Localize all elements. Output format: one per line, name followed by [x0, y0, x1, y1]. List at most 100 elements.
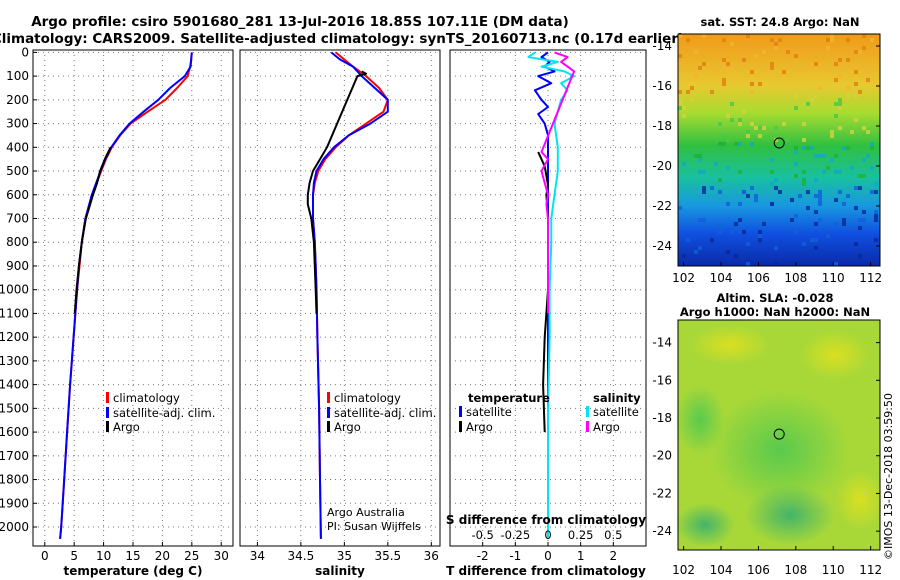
sst-pixel	[838, 126, 842, 130]
map-y-tick-label: -16	[652, 79, 672, 93]
sst-pixel	[722, 78, 726, 82]
sst-pixel	[842, 202, 846, 206]
sst-pixel	[750, 142, 754, 146]
sst-pixel	[754, 194, 758, 198]
sst-pixel	[838, 102, 842, 106]
sst-pixel	[770, 66, 774, 70]
sst-pixel	[734, 142, 738, 146]
sst-pixel	[794, 106, 798, 110]
temperature-panel: 0100200300400500600700800900100011001200…	[0, 45, 234, 578]
sst-pixel	[814, 154, 818, 158]
credit-line1: Argo Australia	[327, 506, 405, 519]
x-tick-label: 30	[214, 549, 229, 563]
y-tick-label: 1700	[0, 449, 29, 463]
sst-pixel	[850, 166, 854, 170]
y-tick-label: 1500	[0, 401, 29, 415]
sst-pixel	[690, 86, 694, 90]
sst-pixel	[830, 130, 834, 134]
sst-pixel	[726, 250, 730, 254]
sst-pixel	[838, 106, 842, 110]
sst-pixel	[758, 126, 762, 130]
sst-pixel	[866, 130, 870, 134]
sst-pixel	[770, 182, 774, 186]
sst-pixel	[830, 38, 834, 42]
legend-label-argo: Argo	[334, 420, 361, 434]
sst-pixel	[754, 126, 758, 130]
timestamp-label: ©IMOS 13-Dec-2018 03:59:50	[882, 393, 895, 560]
map-x-tick-label: 110	[822, 563, 845, 577]
sst-pixel	[738, 170, 742, 174]
sla-map-subtitle: Argo h1000: NaN h2000: NaN	[680, 305, 870, 319]
sst-pixel	[830, 134, 834, 138]
sst-pixel	[790, 218, 794, 222]
sst-pixel	[702, 190, 706, 194]
sst-pixel	[742, 190, 746, 194]
sst-pixel	[754, 198, 758, 202]
legend-heading-salinity: salinity	[593, 391, 641, 405]
sst-pixel	[726, 62, 730, 66]
sst-pixel	[782, 122, 786, 126]
y-tick-label: 1100	[0, 306, 29, 320]
x-tick-label: -2	[477, 549, 489, 563]
sst-pixel	[718, 142, 722, 146]
legend-label-climatology: climatology	[334, 391, 401, 405]
sst-pixel	[862, 46, 866, 50]
map-y-tick-label: -20	[652, 159, 672, 173]
legend-label-s-satellite: satellite	[593, 405, 639, 419]
sst-pixel	[854, 70, 858, 74]
sst-pixel	[826, 46, 830, 50]
x-tick-label: 35	[337, 549, 352, 563]
sst-pixel	[838, 170, 842, 174]
sst-pixel	[702, 170, 706, 174]
sst-pixel	[730, 118, 734, 122]
sst-pixel	[822, 154, 826, 158]
legend-label-satellite: satellite-adj. clim.	[334, 406, 436, 420]
sst-pixel	[850, 226, 854, 230]
legend-swatch-s-argo	[586, 421, 589, 432]
sst-pixel	[702, 34, 706, 38]
sst-pixel	[834, 62, 838, 66]
sst-pixel	[738, 118, 742, 122]
sst-pixel	[774, 42, 778, 46]
figure-title-line1: Argo profile: csiro 5901680_281 13-Jul-2…	[31, 14, 569, 30]
sst-pixel	[678, 102, 682, 106]
sst-pixel	[846, 194, 850, 198]
series-line-salinity-satellite	[527, 51, 576, 539]
s-tick-label: 0.25	[568, 528, 594, 542]
sst-pixel	[698, 218, 702, 222]
salinity-plot-frame	[239, 49, 441, 547]
s-tick-label: -0.25	[500, 528, 530, 542]
y-tick-label: 0	[21, 45, 29, 59]
sst-pixel	[738, 202, 742, 206]
sst-pixel	[790, 198, 794, 202]
sla-map-texture	[675, 325, 885, 547]
sst-pixel	[718, 62, 722, 66]
sst-pixel	[770, 62, 774, 66]
sst-pixel	[802, 146, 806, 150]
map-y-tick-label: -22	[652, 199, 672, 213]
sst-pixel	[802, 226, 806, 230]
sst-pixel	[694, 50, 698, 54]
sst-pixel	[862, 158, 866, 162]
sst-pixel	[830, 158, 834, 162]
sst-pixel	[686, 38, 690, 42]
sst-pixel	[706, 226, 710, 230]
map-y-tick-label: -18	[652, 411, 672, 425]
sst-pixel	[762, 126, 766, 130]
legend-label-t-satellite: satellite	[466, 405, 512, 419]
sla-blob	[745, 485, 835, 545]
temperature-axis-label: temperature (deg C)	[64, 564, 203, 578]
sst-pixel	[774, 126, 778, 130]
map-x-tick-label: 106	[747, 271, 770, 285]
sst-pixel	[826, 166, 830, 170]
sst-pixel	[838, 58, 842, 62]
sst-pixel	[858, 50, 862, 54]
sst-pixel	[742, 110, 746, 114]
x-tick-label: 10	[96, 549, 111, 563]
sst-pixel	[870, 142, 874, 146]
sst-map-title: sat. SST: 24.8 Argo: NaN	[700, 15, 859, 29]
sst-pixel	[778, 190, 782, 194]
sst-pixel	[746, 242, 750, 246]
sst-pixel	[774, 46, 778, 50]
sla-map-frame	[677, 319, 881, 551]
